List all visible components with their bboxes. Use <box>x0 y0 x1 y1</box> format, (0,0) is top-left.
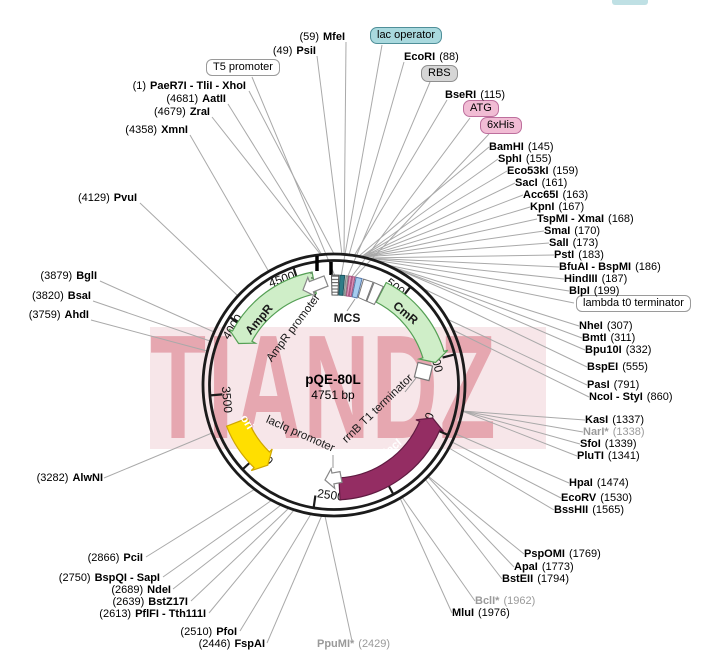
ori-arrow <box>225 417 273 472</box>
site-label: (1) PaeR7I - TliI - XhoI <box>132 80 246 92</box>
site-label: EcoRI (88) <box>404 51 459 63</box>
atg-tag: ATG <box>463 100 499 117</box>
his-tag-box <box>348 276 356 298</box>
origin-marks <box>315 256 333 275</box>
t5-promoter-tag: T5 promoter <box>206 59 280 76</box>
atg-box <box>345 275 353 297</box>
site-label: BstEII (1794) <box>502 573 569 585</box>
site-label: (2639) BstZ17I <box>112 596 188 608</box>
lac-operator-tag: lac operator <box>370 27 443 44</box>
site-label: ApaI (1773) <box>514 561 574 573</box>
ampr-arrow <box>228 271 318 345</box>
mcs-cluster <box>330 274 384 306</box>
site-label: (4681) AatII <box>166 93 226 105</box>
site-label: TspMI - XmaI (168) <box>537 213 634 225</box>
laciq-promoter-label: lacIq promoter <box>264 414 336 455</box>
site-label: HpaI (1474) <box>569 477 629 489</box>
his-tag: 6xHis <box>480 117 522 134</box>
site-label: KpnI (167) <box>530 201 585 213</box>
rbs-tag: RBS <box>421 65 458 82</box>
mcs-label: MCS <box>334 311 361 325</box>
site-label: PluTI (1341) <box>577 450 640 462</box>
site-label: BssHII (1565) <box>554 504 625 516</box>
site-label: EcoRV (1530) <box>561 492 633 504</box>
site-label: (4129) PvuI <box>77 192 137 204</box>
site-label: Eco53kI (159) <box>507 165 579 177</box>
site-label: (59) MfeI <box>299 31 345 43</box>
site-label: (2689) NdeI <box>111 584 171 596</box>
site-label: NcoI - StyI (860) <box>589 391 673 403</box>
site-label: (3879) BglI <box>40 270 97 282</box>
site-label: (2866) PciI <box>87 552 143 564</box>
ampr-promoter-arrow <box>302 275 329 298</box>
site-label: (4679) ZraI <box>154 106 210 118</box>
rbs-box <box>343 275 349 297</box>
t0-terminator-box <box>366 281 384 306</box>
t5-promoter-box <box>330 274 340 296</box>
mcs-end-box <box>357 278 374 302</box>
site-label: Bpu10I (332) <box>585 344 652 356</box>
mcs-box <box>351 276 363 299</box>
site-label: (3759) AhdI <box>28 309 89 321</box>
site-label: (4358) XmnI <box>125 124 188 136</box>
plasmid-name: pQE-80L <box>305 372 361 387</box>
site-label: BmtI (311) <box>582 332 636 344</box>
site-label: (2510) PfoI <box>180 626 237 638</box>
site-label: KasI (1337) <box>585 414 645 426</box>
site-label: SmaI (170) <box>544 225 600 237</box>
site-label: SacI (161) <box>515 177 568 189</box>
site-label: BlpI (199) <box>569 285 620 297</box>
tick-3500: 3500 <box>219 386 235 414</box>
site-label: Acc65I (163) <box>523 189 589 201</box>
backbone-inner-ring <box>208 259 460 511</box>
site-label: SfoI (1339) <box>580 438 637 450</box>
site-label: (2750) BspQI - SapI <box>58 572 160 584</box>
feature-connectors <box>310 295 417 468</box>
site-label: PasI (791) <box>587 379 640 391</box>
t0-terminator-tag: lambda t0 terminator <box>576 295 691 312</box>
site-label: BspEI (555) <box>587 361 648 373</box>
site-label: (3282) AlwNI <box>36 472 103 484</box>
site-label: MluI (1976) <box>452 607 510 619</box>
plasmid-size: 4751 bp <box>311 388 355 402</box>
site-label: PspOMI (1769) <box>524 548 601 560</box>
site-label: (49) PsiI <box>272 45 316 57</box>
site-label: PstI (183) <box>554 249 604 261</box>
site-label: SphI (155) <box>498 153 552 165</box>
laciq-promoter-arrow <box>324 466 343 490</box>
site-label: SalI (173) <box>549 237 599 249</box>
cmr-arrow <box>375 281 449 364</box>
site-label: (3820) BsaI <box>31 290 91 302</box>
site-label: BseRI (115) <box>445 89 506 101</box>
rrnb-terminator-box <box>413 361 434 382</box>
site-label: NheI (307) <box>579 320 633 332</box>
site-label: NarI* (1338) <box>583 426 645 438</box>
site-label: PpuMI* (2429) <box>317 638 391 650</box>
top-edge-clipped-tag <box>612 0 648 5</box>
site-label: (2446) FspAI <box>198 638 265 650</box>
backbone-outer-ring <box>201 252 467 518</box>
site-label: BclI* (1962) <box>475 595 536 607</box>
laci-arrow <box>338 417 444 501</box>
site-label: (2613) PflFI - Tth111I <box>99 608 206 620</box>
lac-operator-box <box>338 274 346 296</box>
leader-lines <box>90 41 590 644</box>
site-label: BfuAI - BspMI (186) <box>559 261 661 273</box>
site-label: BamHI (145) <box>489 141 554 153</box>
plasmid-title: pQE-80L 4751 bp <box>305 372 361 402</box>
tick-2500: 2500 <box>316 486 345 504</box>
site-label: HindIII (187) <box>564 273 628 285</box>
